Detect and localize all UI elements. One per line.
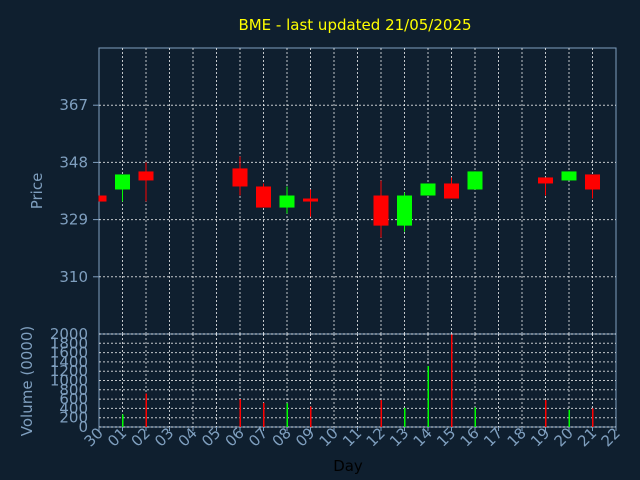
candlestick-series [98,156,600,238]
candle-body [303,198,318,202]
candle-body [467,171,483,190]
volume-tick-label: 1000 [50,372,88,390]
day-axis-label: Day [333,457,363,475]
volume-tick-label: 1800 [50,334,88,352]
day-tick-label: 15 [433,424,459,450]
volume-bar [286,403,288,427]
volume-bar [427,366,429,427]
price-tick-label: 310 [59,268,88,286]
price-panel: 310 329 348 367 Price [28,47,617,335]
volume-bar [404,407,406,427]
day-tick-label: 04 [175,424,201,450]
candle-body [373,195,389,226]
day-tick-label: 13 [386,424,412,450]
price-plot-frame [98,47,617,335]
day-tick-label: 20 [551,424,577,450]
candle-body [99,195,107,202]
day-tick-label: 03 [151,424,177,450]
day-tick-label: 06 [222,424,248,450]
volume-tick-label: 200 [59,409,88,427]
volume-bar [592,408,594,427]
candle-body [585,174,600,190]
volume-tick-label: 600 [59,390,88,408]
volume-bar [451,334,453,427]
volume-tick-label: 2000 [50,325,88,343]
volume-tick-label: 800 [59,381,88,399]
day-tick-label: 08 [269,424,295,450]
volume-bar [122,414,124,427]
day-tick-label: 01 [104,424,130,450]
candle-body [397,195,412,226]
volume-grid [99,333,616,428]
candle-body [115,174,130,190]
day-tick-label: 07 [245,424,271,450]
day-tick-label: 19 [527,424,553,450]
volume-bar [474,407,476,427]
chart-title: BME - last updated 21/05/2025 [238,16,471,34]
volume-tick-label: 1200 [50,362,88,380]
volume-tick-label: 1400 [50,353,88,371]
price-tick-label: 329 [59,211,88,229]
day-tick-label: 10 [316,424,342,450]
candle-body [444,183,459,199]
volume-bar [568,409,570,427]
volume-bar [380,400,382,427]
day-tick-label: 22 [598,424,624,450]
day-tick-label: 05 [198,424,224,450]
day-tick-label: 16 [457,424,483,450]
price-axis-label: Price [28,173,46,210]
volume-axis-label: Volume (0000) [18,326,36,436]
candle-body [538,177,553,184]
price-tick-label: 348 [59,153,88,171]
day-tick-label: 18 [504,424,530,450]
volume-bar [545,400,547,427]
volume-bar [239,399,241,427]
day-axis-ticks: 3001020304050607080910111213141516171819… [81,424,624,450]
price-grid [99,48,616,334]
volume-bar [263,402,265,427]
volume-bar [145,393,147,427]
candle-body [256,186,271,208]
day-tick-label: 09 [292,424,318,450]
candle-body [279,195,295,208]
day-tick-label: 17 [480,424,506,450]
candle-body [420,183,436,196]
day-tick-label: 11 [339,424,365,450]
day-tick-label: 12 [363,424,389,450]
price-axis-ticks: 310 329 348 367 [59,96,99,286]
volume-bar [310,406,312,427]
candle-body [561,171,577,181]
day-tick-label: 02 [128,424,154,450]
volume-tick-label: 1600 [50,344,88,362]
volume-tick-label: 0 [78,418,88,436]
candle-body [138,171,154,181]
candle-body [232,168,248,187]
day-tick-label: 21 [574,424,600,450]
price-tick-label: 367 [59,96,88,114]
volume-bar-series [122,334,594,427]
volume-tick-label: 400 [59,399,88,417]
day-tick-label: 14 [410,424,436,450]
